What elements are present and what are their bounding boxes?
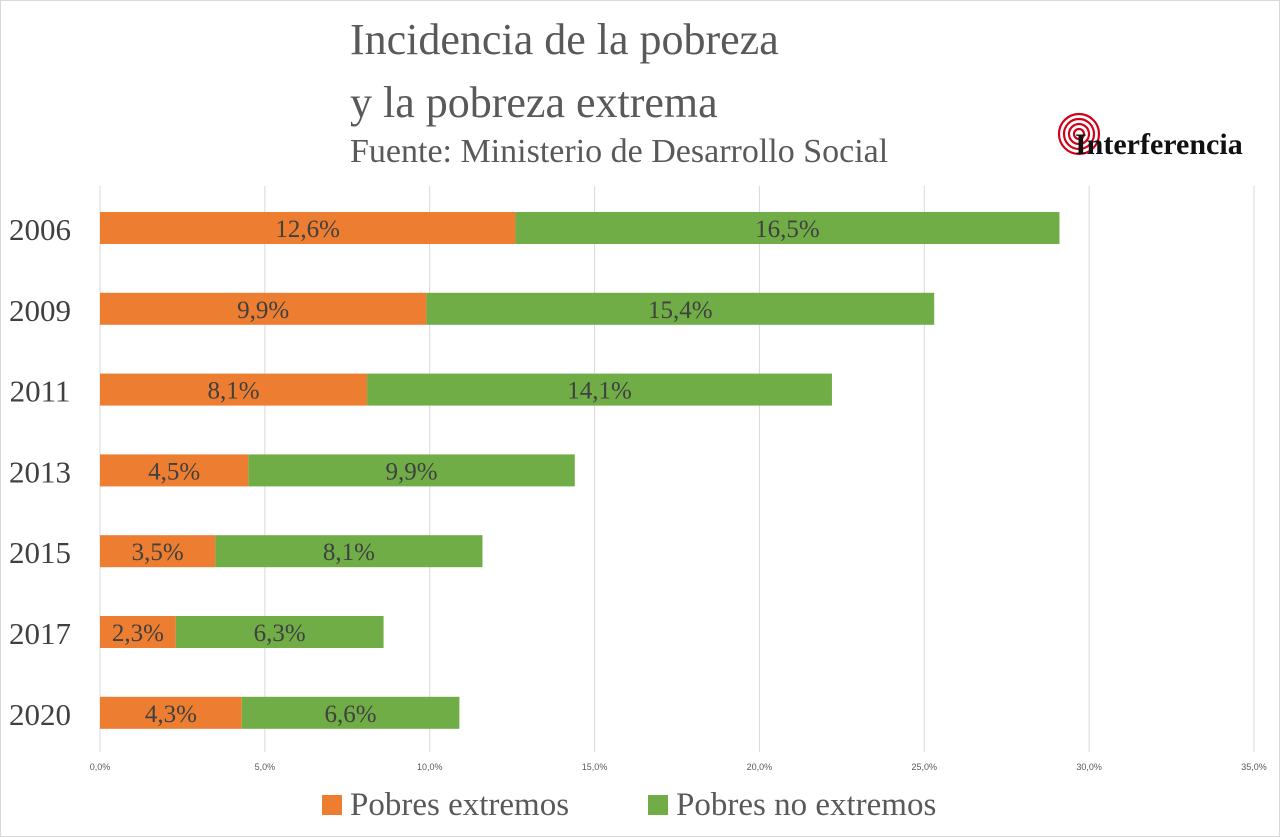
- bars: 12,6% 16,5% 9,9% 15,4% 8,1% 14,1% 4,5% 9,9% 3,5%…: [100, 212, 1060, 729]
- y-tick-label: 2006: [9, 212, 71, 247]
- x-tick-label: 5,0%: [255, 762, 276, 772]
- bar-segment: [100, 616, 176, 648]
- x-axis-labels: 0,0% 5,0% 10,0% 15,0% 20,0% 25,0% 30,0% 35,0%: [90, 762, 1267, 772]
- y-tick-label: 2020: [9, 697, 71, 732]
- bar-segment: [241, 696, 460, 729]
- data-label: 6,6%: [325, 701, 377, 728]
- data-label: 12,6%: [275, 216, 340, 243]
- chart-title-line2: y la pobreza extrema: [350, 78, 718, 127]
- bar-segment: [367, 373, 832, 406]
- bar-segment: [100, 535, 216, 568]
- data-label: 6,3%: [254, 620, 306, 647]
- bar-segment: [100, 373, 368, 406]
- data-label: 4,3%: [145, 701, 197, 728]
- x-tick-label: 25,0%: [912, 762, 938, 772]
- y-tick-label: 2009: [9, 293, 71, 328]
- y-tick-label: 2013: [9, 454, 71, 489]
- y-axis-labels: 2006 2009 2011 2013 2015 2017 2020: [9, 212, 71, 732]
- x-tick-label: 30,0%: [1076, 762, 1102, 772]
- chart-source: Fuente: Ministerio de Desarrollo Social: [350, 133, 888, 170]
- brand-logo: Interferencia: [1057, 112, 1243, 161]
- bar-segment: [100, 454, 249, 487]
- legend-label: Pobres extremos: [350, 787, 569, 823]
- legend-label: Pobres no extremos: [676, 787, 936, 823]
- legend-swatch: [648, 795, 668, 815]
- bar-segment: [215, 535, 483, 568]
- data-label: 8,1%: [323, 539, 375, 566]
- data-label: 15,4%: [648, 297, 713, 324]
- x-tick-label: 15,0%: [582, 762, 608, 772]
- bar-segment: [426, 292, 935, 325]
- y-tick-label: 2011: [10, 374, 71, 409]
- signal-icon: [1057, 112, 1101, 156]
- data-label: 3,5%: [132, 539, 184, 566]
- legend-swatch: [322, 795, 342, 815]
- x-tick-label: 0,0%: [90, 762, 111, 772]
- y-tick-label: 2017: [9, 616, 71, 651]
- bar-segment: [100, 212, 516, 244]
- bar-segment: [100, 696, 242, 729]
- data-label: 4,5%: [148, 458, 200, 485]
- bar-segment: [175, 616, 384, 648]
- data-label: 2,3%: [112, 620, 164, 647]
- chart-title-line1: Incidencia de la pobreza: [350, 15, 779, 64]
- bar-segment: [100, 292, 427, 325]
- x-tick-label: 10,0%: [417, 762, 443, 772]
- data-label: 14,1%: [567, 378, 632, 405]
- x-tick-label: 20,0%: [747, 762, 773, 772]
- bar-segment: [248, 454, 575, 487]
- data-label: 8,1%: [207, 378, 259, 405]
- data-label: 16,5%: [755, 216, 820, 243]
- data-label: 9,9%: [386, 458, 438, 485]
- legend: Pobres extremos Pobres no extremos: [322, 787, 936, 823]
- bar-segment: [515, 212, 1060, 244]
- y-tick-label: 2015: [9, 535, 71, 570]
- x-tick-label: 35,0%: [1241, 762, 1267, 772]
- data-label: 9,9%: [237, 297, 289, 324]
- brand-name: Interferencia: [1075, 128, 1243, 161]
